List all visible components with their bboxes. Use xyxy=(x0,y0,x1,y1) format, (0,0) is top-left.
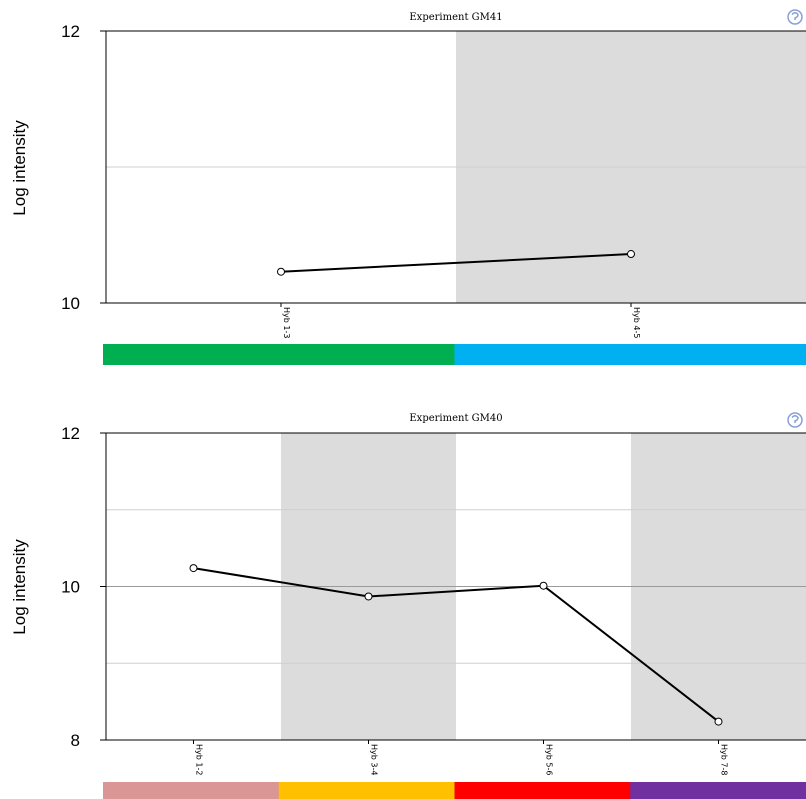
x-tick-label: Hyb 1-3 xyxy=(282,307,291,338)
data-point xyxy=(364,592,373,601)
y-tick-label: 10 xyxy=(61,294,80,313)
y-tick-label: 8 xyxy=(71,731,80,750)
help-icon-mark xyxy=(791,12,799,20)
series-line xyxy=(280,253,632,273)
y-tick-label: 10 xyxy=(61,578,80,597)
help-icon-ring xyxy=(787,9,803,25)
data-point xyxy=(627,250,635,259)
data-point xyxy=(277,267,285,276)
help-icon-ring xyxy=(787,412,803,428)
y-tick-label: 12 xyxy=(61,22,80,41)
chart-title: Experiment GM40 xyxy=(409,413,502,424)
sample-color-band xyxy=(630,782,806,799)
y-tick-label: 12 xyxy=(61,424,80,443)
sample-color-band xyxy=(454,782,631,799)
help-icon[interactable] xyxy=(787,9,803,25)
data-point xyxy=(714,717,723,726)
x-tick-label: Hyb 7-8 xyxy=(720,744,729,775)
series-line xyxy=(193,567,720,723)
sample-color-band xyxy=(278,782,455,799)
data-point xyxy=(189,564,198,573)
sample-color-band xyxy=(103,782,280,799)
help-icon-mark xyxy=(791,415,799,423)
sample-color-band xyxy=(103,344,455,365)
x-tick-label: Hyb 3-4 xyxy=(370,744,379,775)
y-axis-label: Log intensity xyxy=(10,539,29,635)
x-tick-label: Hyb 1-2 xyxy=(195,744,204,775)
x-tick-label: Hyb 4-5 xyxy=(632,307,641,338)
chart-title: Experiment GM41 xyxy=(409,12,502,23)
y-axis-label: Log intensity xyxy=(10,120,29,216)
sample-color-band xyxy=(454,344,806,365)
x-tick-label: Hyb 5-6 xyxy=(545,744,554,775)
chart-panel-gm41: Experiment GM41 Log intensity 10 12 Hyb 1-… xyxy=(10,9,806,365)
data-point xyxy=(539,581,548,590)
chart-panel-gm40: Experiment GM40 Log intensity 8 10 12 Hyb 1… xyxy=(10,412,806,799)
help-icon[interactable] xyxy=(787,412,803,428)
